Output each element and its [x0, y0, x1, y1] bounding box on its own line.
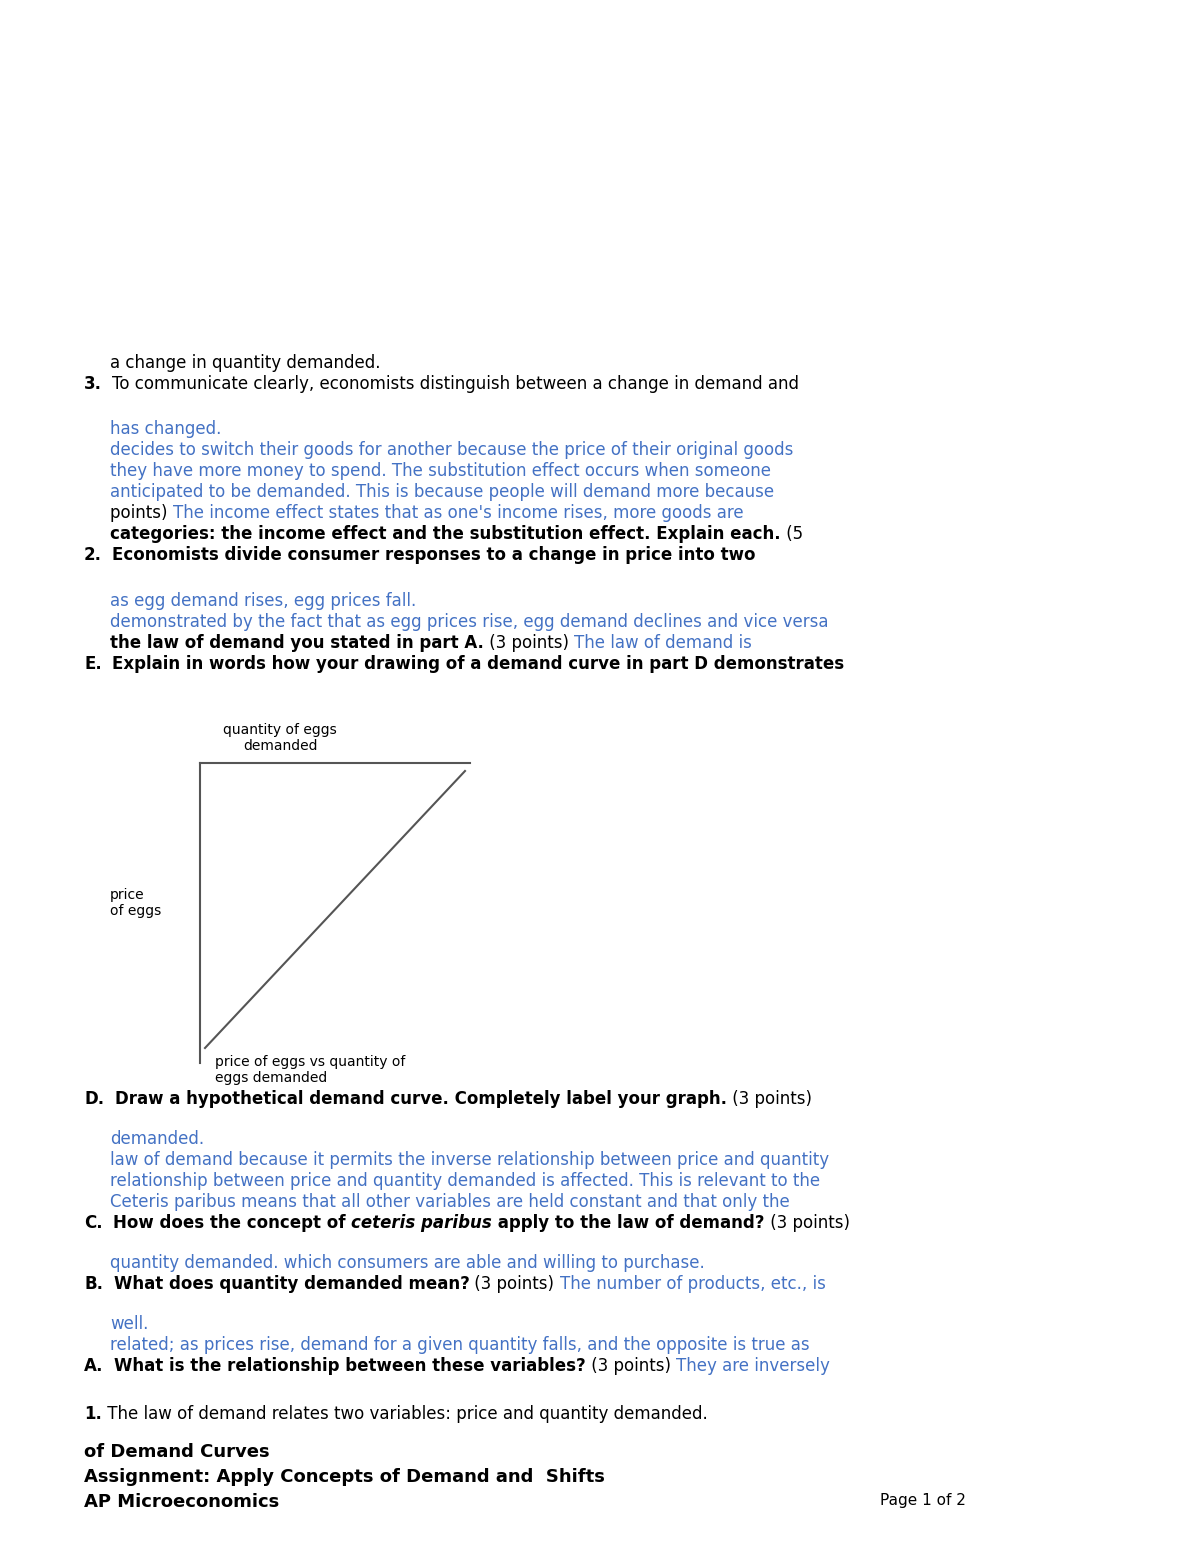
Text: (3 points): (3 points) — [764, 1214, 850, 1232]
Text: categories: the income effect and the substitution effect. Explain each.: categories: the income effect and the su… — [110, 525, 781, 544]
Text: law of demand because it permits the inverse relationship between price and quan: law of demand because it permits the inv… — [110, 1151, 829, 1169]
Text: (3 points): (3 points) — [484, 634, 574, 652]
Text: the law of demand you stated in part A.: the law of demand you stated in part A. — [110, 634, 484, 652]
Text: The law of demand relates two variables: price and quantity demanded.: The law of demand relates two variables:… — [102, 1405, 708, 1423]
Text: as egg demand rises, egg prices fall.: as egg demand rises, egg prices fall. — [110, 592, 416, 610]
Text: has changed.: has changed. — [110, 419, 221, 438]
Text: E.: E. — [84, 655, 102, 672]
Text: 1.: 1. — [84, 1405, 102, 1423]
Text: ceteris paribus: ceteris paribus — [352, 1214, 492, 1232]
Text: relationship between price and quantity demanded is affected. This is relevant t: relationship between price and quantity … — [110, 1173, 820, 1190]
Text: demonstrated by the fact that as egg prices rise, egg demand declines and vice v: demonstrated by the fact that as egg pri… — [110, 613, 828, 631]
Text: What does quantity demanded mean?: What does quantity demanded mean? — [114, 1275, 469, 1294]
Text: well.: well. — [110, 1315, 149, 1332]
Text: (3 points): (3 points) — [727, 1090, 811, 1107]
Text: D.: D. — [84, 1090, 104, 1107]
Text: (3 points): (3 points) — [469, 1275, 559, 1294]
Text: they have more money to spend. The substitution effect occurs when someone: they have more money to spend. The subst… — [110, 461, 772, 480]
Text: To communicate clearly, economists distinguish between a change in demand and: To communicate clearly, economists disti… — [113, 374, 799, 393]
Text: anticipated to be demanded. This is because people will demand more because: anticipated to be demanded. This is beca… — [110, 483, 774, 502]
Text: demanded.: demanded. — [110, 1131, 204, 1148]
Text: (5: (5 — [781, 525, 803, 544]
Text: of Demand Curves: of Demand Curves — [84, 1443, 270, 1461]
Text: They are inversely: They are inversely — [676, 1357, 830, 1374]
Text: Explain in words how your drawing of a demand curve in part D demonstrates: Explain in words how your drawing of a d… — [113, 655, 845, 672]
Text: Draw a hypothetical demand curve. Completely label your graph.: Draw a hypothetical demand curve. Comple… — [115, 1090, 727, 1107]
Text: How does the concept of: How does the concept of — [113, 1214, 352, 1232]
Text: price of eggs vs quantity of
eggs demanded: price of eggs vs quantity of eggs demand… — [215, 1054, 406, 1086]
Text: 2.: 2. — [84, 547, 102, 564]
Text: C.: C. — [84, 1214, 103, 1232]
Text: AP Microeconomics: AP Microeconomics — [84, 1492, 280, 1511]
Text: Page 1 of 2: Page 1 of 2 — [880, 1492, 966, 1508]
Text: points): points) — [110, 505, 173, 522]
Text: apply to the law of demand?: apply to the law of demand? — [492, 1214, 764, 1232]
Text: a change in quantity demanded.: a change in quantity demanded. — [110, 354, 380, 373]
Text: quantity of eggs
demanded: quantity of eggs demanded — [223, 724, 337, 753]
Text: A.: A. — [84, 1357, 103, 1374]
Text: (3 points): (3 points) — [586, 1357, 676, 1374]
Text: What is the relationship between these variables?: What is the relationship between these v… — [114, 1357, 586, 1374]
Text: Assignment: Apply Concepts of Demand and  Shifts: Assignment: Apply Concepts of Demand and… — [84, 1468, 605, 1486]
Text: 3.: 3. — [84, 374, 102, 393]
Text: B.: B. — [84, 1275, 103, 1294]
Text: related; as prices rise, demand for a given quantity falls, and the opposite is : related; as prices rise, demand for a gi… — [110, 1336, 810, 1354]
Text: decides to switch their goods for another because the price of their original go: decides to switch their goods for anothe… — [110, 441, 793, 460]
Text: The income effect states that as one's income rises, more goods are: The income effect states that as one's i… — [173, 505, 743, 522]
Text: The law of demand is: The law of demand is — [574, 634, 752, 652]
Text: quantity demanded. which consumers are able and willing to purchase.: quantity demanded. which consumers are a… — [110, 1253, 704, 1272]
Text: Ceteris paribus means that all other variables are held constant and that only t: Ceteris paribus means that all other var… — [110, 1193, 790, 1211]
Text: Economists divide consumer responses to a change in price into two: Economists divide consumer responses to … — [113, 547, 756, 564]
Text: price
of eggs: price of eggs — [110, 888, 161, 918]
Text: The number of products, etc., is: The number of products, etc., is — [559, 1275, 826, 1294]
